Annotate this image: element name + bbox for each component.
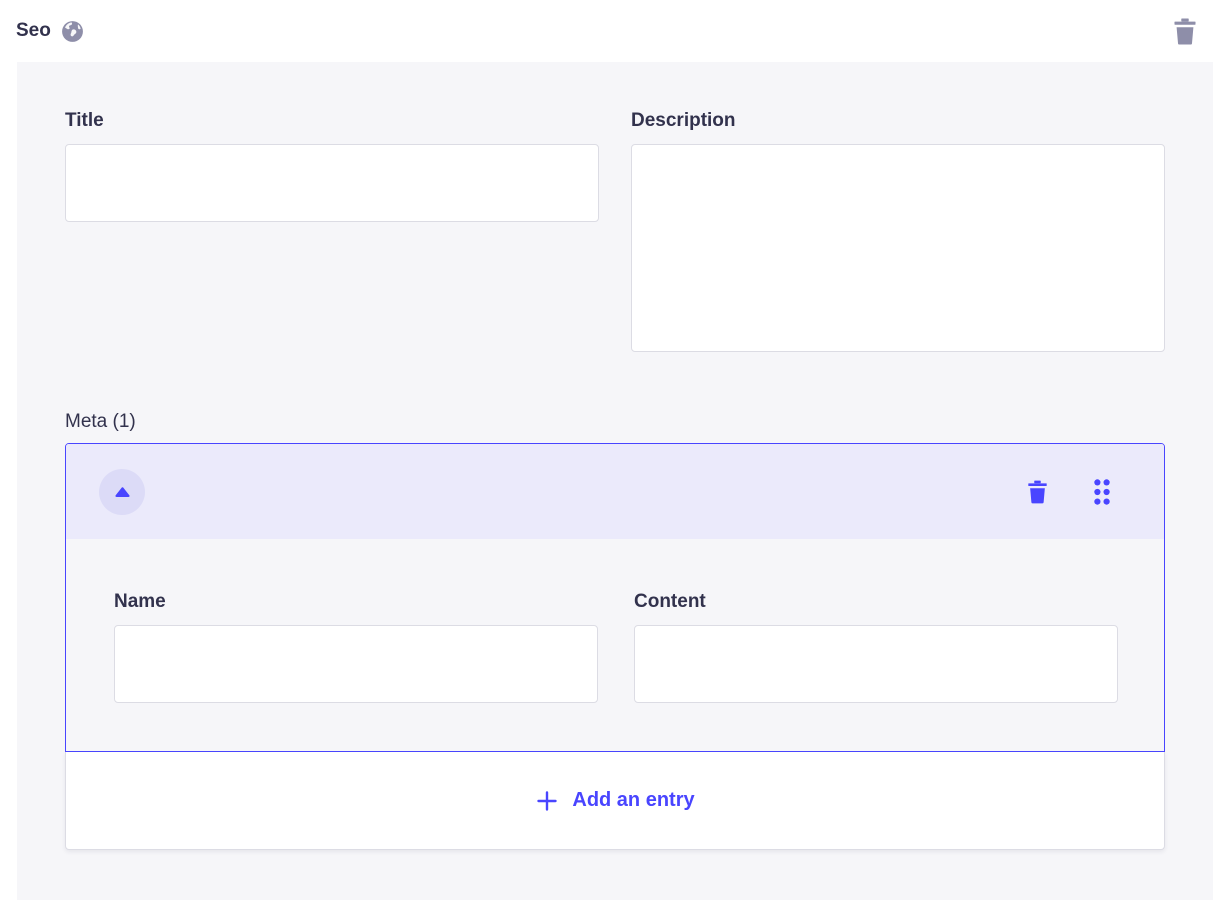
entry-fields-row: Name Content	[114, 591, 1118, 703]
meta-entry-accordion: Name Content	[65, 443, 1165, 752]
title-label: Title	[65, 110, 104, 131]
content-label: Content	[634, 591, 706, 612]
component-title-group: Seo	[16, 19, 85, 44]
component-title: Seo	[16, 20, 51, 41]
description-input[interactable]	[631, 144, 1165, 352]
caret-up-icon	[114, 486, 130, 497]
fields-row: Title Description	[65, 110, 1165, 357]
meta-label: Meta (1)	[65, 411, 136, 432]
add-entry-button[interactable]: Add an entry	[535, 789, 695, 813]
entry-actions	[1027, 478, 1110, 505]
delete-component-button[interactable]	[1173, 18, 1197, 45]
drag-entry-handle[interactable]	[1094, 478, 1110, 505]
drag-handle-icon	[1094, 478, 1110, 505]
name-field: Name	[114, 591, 598, 703]
meta-entry-header[interactable]	[66, 444, 1164, 539]
plus-icon	[535, 789, 559, 813]
name-label: Name	[114, 591, 166, 612]
component-header: Seo	[0, 0, 1230, 62]
name-input[interactable]	[114, 625, 598, 703]
globe-icon	[60, 19, 85, 44]
collapse-entry-button[interactable]	[99, 468, 145, 515]
description-label: Description	[631, 110, 736, 131]
component-panel: Title Description Meta (1)	[17, 62, 1213, 900]
delete-entry-button[interactable]	[1027, 479, 1048, 505]
add-entry-label: Add an entry	[572, 789, 695, 811]
title-field: Title	[65, 110, 599, 222]
trash-icon	[1027, 479, 1048, 505]
meta-repeatable: Meta (1)	[65, 411, 1165, 850]
content-field: Content	[634, 591, 1118, 703]
meta-entry-body: Name Content	[66, 539, 1164, 751]
description-field: Description	[631, 110, 1165, 357]
title-input[interactable]	[65, 144, 599, 222]
trash-icon	[1173, 18, 1197, 45]
content-input[interactable]	[634, 625, 1118, 703]
add-entry-footer: Add an entry	[65, 752, 1165, 850]
